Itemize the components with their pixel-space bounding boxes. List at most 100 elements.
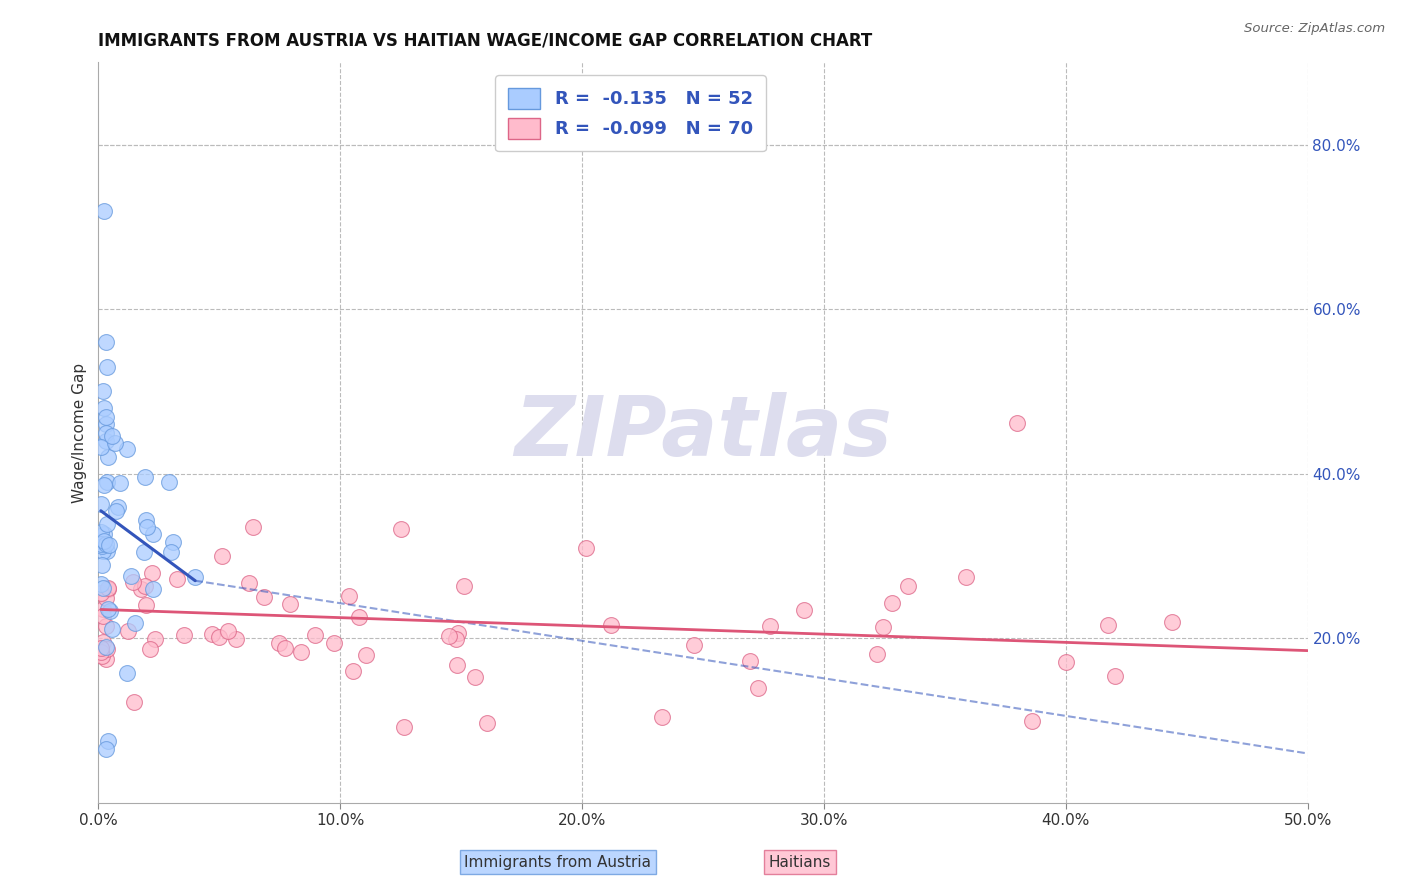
Point — [211, 549, 233, 563]
Point — [97, 450, 120, 465]
Point — [290, 645, 312, 659]
Point — [94, 335, 117, 350]
Point — [97, 582, 120, 596]
Point — [1161, 615, 1184, 630]
Point — [793, 603, 815, 617]
Point — [304, 628, 326, 642]
Point — [117, 442, 139, 457]
Point — [91, 544, 114, 558]
Point — [897, 579, 920, 593]
Point — [880, 595, 903, 609]
Point — [446, 657, 468, 672]
Point — [94, 434, 117, 448]
Point — [207, 630, 229, 644]
Point — [758, 619, 780, 633]
Point — [98, 604, 121, 618]
Point — [162, 535, 184, 549]
Point — [91, 635, 114, 649]
Point — [184, 569, 207, 583]
Point — [94, 619, 117, 633]
Point — [96, 640, 118, 654]
Point — [90, 586, 112, 600]
Point — [453, 579, 475, 593]
Point — [94, 591, 117, 605]
Point — [238, 576, 260, 591]
Point — [90, 539, 112, 553]
Point — [1007, 416, 1029, 430]
Point — [96, 359, 118, 374]
Point — [477, 716, 499, 731]
Point — [349, 610, 371, 624]
Point — [96, 475, 118, 489]
Point — [97, 538, 120, 552]
Point — [135, 520, 157, 534]
Point — [97, 582, 120, 596]
Point — [392, 720, 415, 734]
Point — [105, 504, 128, 518]
Point — [129, 582, 152, 597]
Point — [173, 628, 195, 642]
Point — [90, 440, 112, 454]
Point — [464, 671, 486, 685]
Text: Haitians: Haitians — [769, 855, 831, 870]
Point — [110, 475, 132, 490]
Point — [91, 609, 114, 624]
Point — [93, 203, 115, 218]
Point — [96, 516, 118, 531]
Point — [447, 625, 470, 640]
Point — [1104, 669, 1126, 683]
Point — [122, 695, 145, 709]
Point — [124, 615, 146, 630]
Point — [101, 622, 124, 636]
Point — [139, 642, 162, 657]
Point — [141, 566, 163, 581]
Y-axis label: Wage/Income Gap: Wage/Income Gap — [72, 362, 87, 503]
Point — [91, 648, 114, 663]
Point — [90, 497, 112, 511]
Point — [91, 602, 114, 616]
Text: IMMIGRANTS FROM AUSTRIA VS HAITIAN WAGE/INCOME GAP CORRELATION CHART: IMMIGRANTS FROM AUSTRIA VS HAITIAN WAGE/… — [98, 32, 873, 50]
Point — [96, 641, 118, 656]
Point — [600, 618, 623, 632]
Point — [90, 525, 112, 540]
Point — [1021, 714, 1043, 729]
Point — [117, 666, 139, 681]
Point — [96, 543, 118, 558]
Legend: R =  -0.135   N = 52, R =  -0.099   N = 70: R = -0.135 N = 52, R = -0.099 N = 70 — [495, 75, 766, 151]
Point — [217, 624, 239, 639]
Point — [872, 619, 894, 633]
Point — [93, 527, 115, 541]
Point — [94, 410, 117, 425]
Point — [866, 647, 889, 661]
Point — [439, 629, 461, 643]
Point — [651, 710, 673, 724]
Point — [120, 569, 142, 583]
Point — [135, 513, 157, 527]
Point — [94, 417, 117, 432]
Point — [142, 582, 165, 596]
Point — [117, 624, 139, 639]
Point — [135, 599, 157, 613]
Point — [142, 526, 165, 541]
Point — [225, 632, 247, 647]
Point — [91, 558, 114, 573]
Text: Immigrants from Austria: Immigrants from Austria — [464, 855, 651, 870]
Point — [93, 401, 115, 415]
Point — [274, 641, 297, 656]
Point — [201, 627, 224, 641]
Point — [389, 522, 412, 536]
Point — [90, 576, 112, 591]
Point — [101, 428, 124, 442]
Point — [90, 641, 112, 656]
Point — [143, 632, 166, 646]
Point — [738, 654, 761, 668]
Point — [94, 742, 117, 756]
Point — [93, 533, 115, 548]
Point — [121, 574, 143, 589]
Point — [134, 545, 156, 559]
Point — [1097, 618, 1119, 632]
Point — [1054, 655, 1077, 669]
Point — [134, 470, 156, 484]
Point — [267, 635, 290, 649]
Point — [342, 664, 364, 678]
